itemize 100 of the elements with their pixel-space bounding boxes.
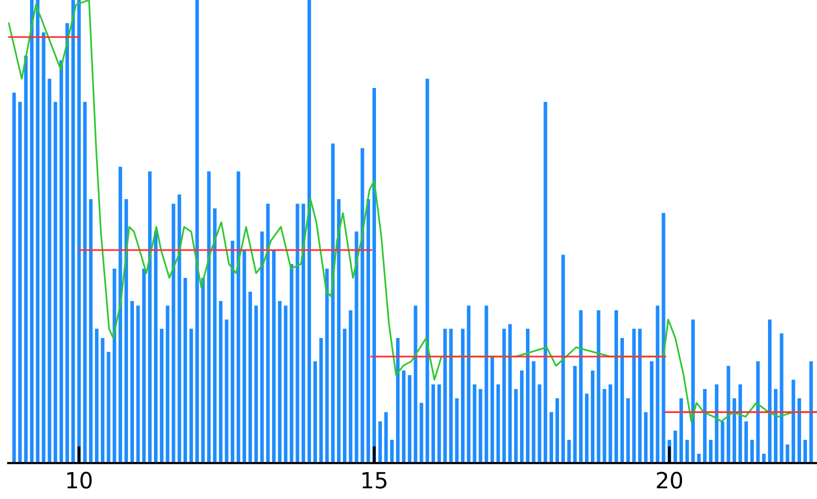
bar <box>708 440 712 464</box>
bar <box>780 333 784 464</box>
bar <box>224 320 228 464</box>
bar <box>460 328 465 464</box>
bar <box>514 388 518 464</box>
bar <box>184 278 188 464</box>
bar <box>48 78 52 464</box>
bar <box>602 388 606 464</box>
bar <box>478 388 482 464</box>
bar <box>650 361 654 464</box>
bar <box>100 338 104 464</box>
bar <box>342 328 346 464</box>
bar <box>449 328 453 464</box>
bar <box>726 366 730 464</box>
bar <box>614 310 618 464</box>
bar <box>538 384 542 464</box>
bar <box>77 0 81 464</box>
bar <box>384 412 388 464</box>
bar <box>679 398 683 464</box>
bar <box>573 366 577 464</box>
bar <box>644 412 648 464</box>
bar <box>284 306 288 464</box>
bar <box>744 421 748 464</box>
x-tick-label: 20 <box>656 472 682 489</box>
bar <box>118 166 122 464</box>
x-tick-label: 10 <box>67 472 92 489</box>
bar <box>720 421 724 464</box>
bar <box>714 384 718 464</box>
bar <box>189 328 193 464</box>
bar <box>691 320 695 464</box>
bar <box>266 204 270 464</box>
bar <box>426 78 430 464</box>
bar <box>396 338 400 464</box>
bar <box>408 375 412 464</box>
bar <box>466 306 470 464</box>
bar <box>218 300 222 464</box>
bar <box>472 384 476 464</box>
bar <box>632 328 636 464</box>
bar <box>130 300 134 464</box>
bar <box>366 199 370 464</box>
bar <box>502 328 506 464</box>
bar <box>142 268 146 464</box>
bar <box>414 306 418 464</box>
bar <box>354 232 358 464</box>
bar <box>254 306 258 464</box>
bar <box>166 306 170 464</box>
bar <box>65 23 69 464</box>
bar <box>532 361 536 464</box>
bar <box>296 204 300 464</box>
bar <box>626 398 630 464</box>
bar <box>213 208 217 464</box>
bar <box>662 213 666 464</box>
bar <box>809 361 813 464</box>
bar <box>71 0 75 464</box>
bar <box>526 328 530 464</box>
bar <box>319 338 323 464</box>
bar <box>484 306 488 464</box>
bar <box>738 384 742 464</box>
x-tick-label: 15 <box>362 472 386 489</box>
bar <box>544 102 548 464</box>
bar <box>803 440 807 464</box>
bar <box>378 421 382 464</box>
bar <box>490 356 494 464</box>
bar <box>248 292 252 464</box>
bar <box>42 32 46 464</box>
bar <box>160 328 164 464</box>
bar <box>178 194 182 464</box>
bar <box>136 306 140 464</box>
bar <box>792 380 796 464</box>
bar <box>584 394 589 464</box>
bar <box>207 171 211 464</box>
bar <box>579 310 583 464</box>
bar <box>555 398 559 464</box>
bar <box>443 328 447 464</box>
bar <box>703 388 707 464</box>
bar <box>313 361 317 464</box>
bar <box>112 268 116 464</box>
bar <box>337 199 341 464</box>
bar <box>674 430 678 464</box>
bar <box>608 384 612 464</box>
bar <box>768 320 772 464</box>
bar <box>372 88 376 464</box>
bar <box>195 0 199 464</box>
bar <box>30 0 34 464</box>
bar <box>590 370 594 464</box>
bar <box>750 440 754 464</box>
bar <box>786 444 790 464</box>
bar <box>83 102 87 464</box>
bar <box>18 102 22 464</box>
bar <box>774 388 778 464</box>
bar <box>236 171 240 464</box>
bar <box>638 328 642 464</box>
bar <box>550 412 554 464</box>
bar <box>732 398 736 464</box>
bar <box>508 324 512 464</box>
bar <box>348 310 352 464</box>
bar <box>798 398 802 464</box>
bar <box>360 148 364 464</box>
bar <box>496 384 500 464</box>
bar <box>242 250 246 464</box>
